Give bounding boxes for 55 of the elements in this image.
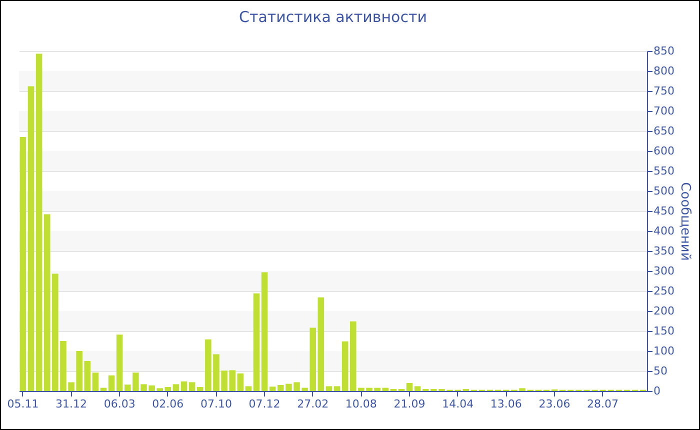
chart-title: Статистика активности <box>239 8 427 26</box>
y-tick-label: 550 <box>654 164 674 178</box>
bar <box>261 272 268 391</box>
x-tick-label: 31.12 <box>56 398 88 410</box>
x-tick-label: 05.11 <box>7 398 39 410</box>
y-tick-label: 650 <box>654 124 674 138</box>
bar <box>44 214 50 391</box>
y-tick-label: 150 <box>654 324 674 338</box>
y-tick-label: 500 <box>654 184 674 198</box>
y-tick-label: 400 <box>654 224 674 238</box>
bar <box>116 334 123 391</box>
bar <box>164 387 172 391</box>
y-tick-label: 750 <box>654 84 674 98</box>
y-tick-label: 850 <box>654 44 674 58</box>
x-tick-label: 02.06 <box>152 398 184 410</box>
y-tick-label: 300 <box>654 264 674 278</box>
y-tick-label: 100 <box>654 344 674 358</box>
x-tick-label: 07.12 <box>248 398 280 410</box>
y-tick-label: 450 <box>654 204 674 218</box>
y-tick-label: 250 <box>654 284 674 298</box>
x-tick-label: 14.04 <box>442 398 474 410</box>
bar <box>172 384 180 391</box>
bar <box>253 293 260 391</box>
x-tick-label: 13.06 <box>490 398 522 410</box>
x-tick-label: 23.06 <box>538 398 570 410</box>
bar <box>28 86 34 391</box>
bar <box>188 382 196 391</box>
bar <box>92 372 99 391</box>
x-tick-label: 06.03 <box>104 398 136 410</box>
y-tick-label: 50 <box>654 364 668 378</box>
bar <box>318 297 324 391</box>
bar <box>334 386 340 391</box>
bar <box>20 137 26 391</box>
bar <box>100 388 107 391</box>
y-axis-title: Сообщений <box>677 182 692 261</box>
y-tick-label: 800 <box>654 64 674 78</box>
bar <box>180 381 188 391</box>
y-tick-label: 200 <box>654 304 674 318</box>
x-tick-label: 07.10 <box>200 398 232 410</box>
y-tick-label: 700 <box>654 104 674 118</box>
bar <box>326 386 332 391</box>
bar <box>269 386 276 391</box>
x-tick-label: 28.07 <box>587 398 619 410</box>
y-tick-label: 600 <box>654 144 674 158</box>
bar <box>245 386 252 391</box>
bar <box>406 383 413 391</box>
x-tick-label: 21.09 <box>394 398 426 410</box>
y-tick-label: 0 <box>654 384 660 398</box>
bar <box>36 54 42 391</box>
x-tick-label: 10.08 <box>345 398 377 410</box>
bar <box>342 341 348 391</box>
bar <box>414 386 421 391</box>
y-tick-label: 350 <box>654 244 674 258</box>
x-tick-label: 27.02 <box>297 398 329 410</box>
bar <box>108 375 115 391</box>
